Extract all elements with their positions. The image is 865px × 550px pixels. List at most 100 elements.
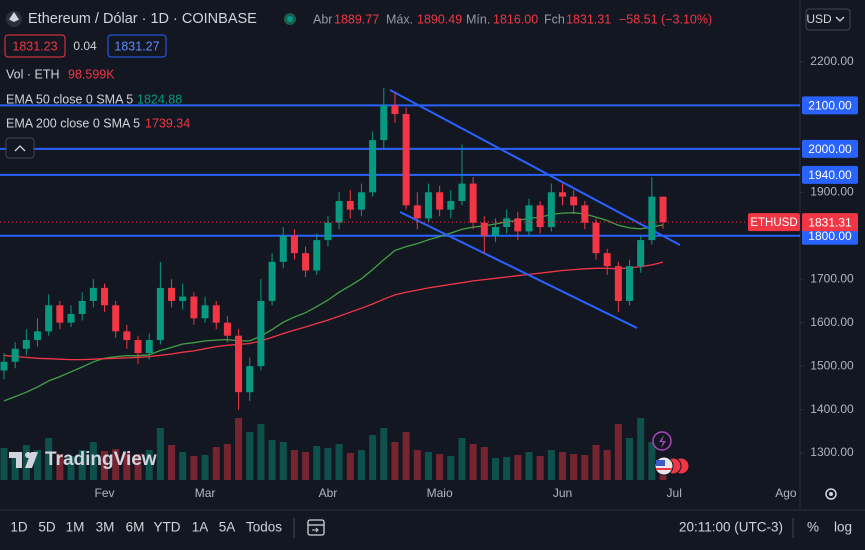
candle-body xyxy=(637,240,645,267)
candle-body xyxy=(34,331,42,341)
volume-bar xyxy=(34,450,42,480)
volume-bar xyxy=(369,435,377,480)
ask[interactable]: 1831.27 xyxy=(114,39,159,53)
x-tick-label: Mar xyxy=(195,486,216,500)
candle-body xyxy=(346,200,354,210)
candle-body xyxy=(357,192,365,210)
volume-bar xyxy=(22,445,30,480)
candle-body xyxy=(380,105,388,141)
candle-body xyxy=(581,205,589,223)
candle-body xyxy=(447,200,455,210)
range-button[interactable]: 3M xyxy=(96,520,115,535)
candle-body xyxy=(190,296,198,319)
x-tick-label: Jun xyxy=(553,486,572,500)
channel-upper xyxy=(389,89,681,246)
candle-body xyxy=(570,196,578,206)
currency-button[interactable] xyxy=(805,8,851,31)
volume-last: 98.599K xyxy=(68,67,115,81)
level-box xyxy=(802,165,858,184)
bid[interactable]: 1831.23 xyxy=(12,39,57,53)
candle-body xyxy=(324,222,332,241)
candle-body xyxy=(648,196,656,241)
volume-bar xyxy=(313,446,321,480)
range-button[interactable]: YTD xyxy=(154,520,181,535)
collapse-button[interactable] xyxy=(5,137,35,159)
candle-body xyxy=(313,240,321,271)
volume-bar xyxy=(626,438,634,480)
date-range-button[interactable] xyxy=(307,519,325,536)
range-button[interactable]: 1A xyxy=(192,520,209,535)
ema-name: EMA 200 close 0 SMA 5 xyxy=(6,116,140,130)
x-tick-label: Jul xyxy=(667,486,682,500)
status-dot-core xyxy=(287,16,293,22)
log-toggle[interactable]: log xyxy=(834,520,852,535)
candle-body xyxy=(469,183,477,223)
event-glyph xyxy=(659,435,666,448)
legend-label: Mín. xyxy=(466,12,490,26)
volume-bar xyxy=(380,428,388,480)
range-button[interactable]: 5A xyxy=(219,520,236,535)
x-tick-label: Maio xyxy=(427,486,453,500)
candle-body xyxy=(268,261,276,301)
range-button[interactable]: 5D xyxy=(38,520,56,535)
volume-bar xyxy=(212,447,220,480)
volume-bar xyxy=(201,455,209,480)
candle-body xyxy=(67,313,75,323)
bid-box[interactable] xyxy=(4,34,66,58)
candle-body xyxy=(279,235,287,262)
volume-bar xyxy=(0,448,8,480)
last-price-label: 1831.31 xyxy=(808,215,852,229)
clock[interactable]: 20:11:00 (UTC-3) xyxy=(679,520,783,535)
volume-bar xyxy=(603,450,611,480)
volume-bar xyxy=(458,438,466,480)
y-tick-label: 1600.00 xyxy=(810,315,854,329)
candle-body xyxy=(559,192,566,197)
ask-box[interactable] xyxy=(107,34,167,58)
front-layer: 1300.00 1400.00 1500.00 1600.00 1700.00 1900.… xyxy=(0,54,858,500)
volume-bar xyxy=(469,444,477,480)
volume-bar xyxy=(302,452,310,480)
candle-body xyxy=(503,218,511,228)
range-button[interactable]: 6M xyxy=(126,520,145,535)
candle-body xyxy=(11,348,19,362)
volume-bar xyxy=(491,458,499,480)
candle-body xyxy=(402,114,410,206)
level-label: 1940.00 xyxy=(808,168,852,182)
range-button[interactable]: Todos xyxy=(246,520,282,535)
candle-body xyxy=(112,305,120,332)
volume-bar xyxy=(559,452,566,480)
volume-bar xyxy=(246,432,254,480)
candle-body xyxy=(514,218,522,232)
candle-body xyxy=(413,205,421,219)
candle-body xyxy=(145,340,153,354)
range-button[interactable]: 1D xyxy=(10,520,28,535)
candle-body xyxy=(0,361,8,371)
candle-body xyxy=(45,305,53,332)
candle-body xyxy=(603,253,611,267)
candle-body xyxy=(56,305,64,323)
currency-caret xyxy=(835,16,845,22)
legend-label: Máx. xyxy=(386,12,413,26)
settings-icon[interactable] xyxy=(825,488,837,500)
volume-bar xyxy=(547,450,555,480)
legend-value: 1816.00 xyxy=(493,12,538,26)
candle-body xyxy=(156,287,164,341)
currency[interactable]: USD xyxy=(806,12,832,26)
legend-value: 1890.49 xyxy=(417,12,462,26)
chart-title: Ethereum / Dólar · 1D · COINBASE xyxy=(28,11,257,27)
volume-bar xyxy=(56,454,64,480)
candle-body xyxy=(659,196,667,223)
volume-bar xyxy=(346,453,354,480)
range-button[interactable]: 1M xyxy=(66,520,85,535)
volume-bar xyxy=(168,445,176,480)
logo: TradingView xyxy=(45,449,157,470)
ema-line xyxy=(3,261,664,361)
volume-bar xyxy=(268,440,276,480)
channel-lower xyxy=(399,211,638,329)
volume-bar xyxy=(78,450,86,480)
percent-toggle[interactable]: % xyxy=(807,520,819,535)
ema-name: EMA 50 close 0 SMA 5 xyxy=(6,92,133,106)
volume-bar xyxy=(514,455,522,480)
